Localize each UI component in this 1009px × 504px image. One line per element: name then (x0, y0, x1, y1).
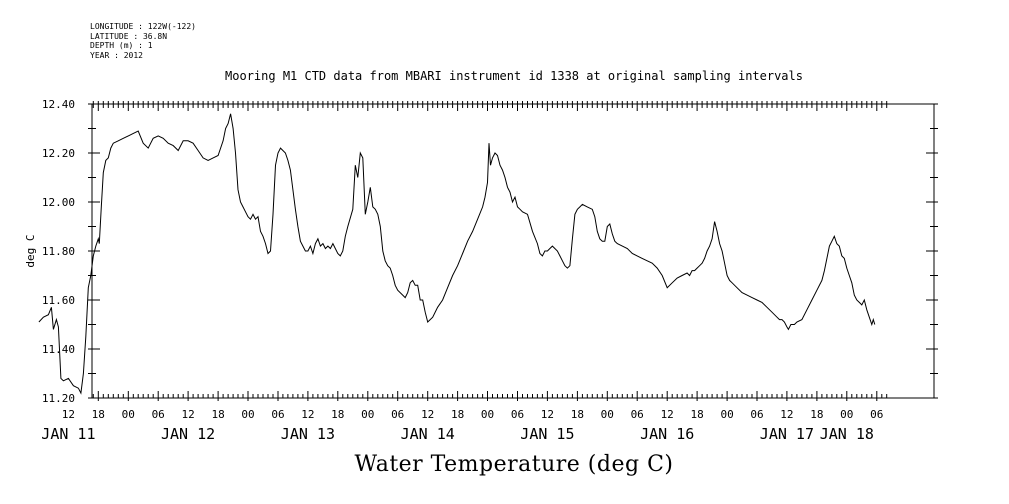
x-hour-label: 18 (690, 408, 703, 421)
x-hour-label: 00 (720, 408, 733, 421)
x-hour-label: 00 (481, 408, 494, 421)
x-day-label: JAN 11 (41, 425, 95, 443)
x-hour-label: 12 (421, 408, 434, 421)
x-day-label: JAN 18 (820, 425, 874, 443)
x-hour-label: 18 (810, 408, 823, 421)
x-hour-label: 18 (331, 408, 344, 421)
y-tick-label: 11.40 (42, 343, 75, 356)
x-hour-label: 12 (541, 408, 554, 421)
x-hour-label: 12 (62, 408, 75, 421)
x-hour-label: 06 (511, 408, 524, 421)
y-axis-label: deg C (24, 234, 37, 267)
x-hour-label: 06 (271, 408, 284, 421)
y-tick-label: 12.20 (42, 147, 75, 160)
x-hour-label: 12 (301, 408, 314, 421)
y-axis: 11.20 11.40 11.60 11.80 12.00 12.20 12.40 (42, 98, 938, 405)
y-tick-label: 11.60 (42, 294, 75, 307)
x-day-label: JAN 12 (161, 425, 215, 443)
x-hour-label: 06 (631, 408, 644, 421)
plot-frame (91, 103, 935, 399)
x-hour-label: 12 (661, 408, 674, 421)
x-axis-label: Water Temperature (deg C) (354, 452, 674, 477)
x-hour-label: 12 (780, 408, 793, 421)
y-tick-label: 12.00 (42, 196, 75, 209)
temperature-series-line (38, 113, 876, 395)
x-hour-label: 18 (571, 408, 584, 421)
depth-text: DEPTH (m) : 1 (90, 41, 153, 50)
chart-title: Mooring M1 CTD data from MBARI instrumen… (225, 69, 803, 83)
x-hour-label: 12 (181, 408, 194, 421)
x-hour-label: 00 (361, 408, 374, 421)
x-hour-label: 00 (122, 408, 135, 421)
x-hour-label: 06 (152, 408, 165, 421)
latitude-text: LATITUDE : 36.8N (90, 31, 168, 41)
x-day-label: JAN 17 (760, 425, 814, 443)
x-hour-label: 00 (840, 408, 853, 421)
x-day-label: JAN 15 (520, 425, 574, 443)
x-day-label: JAN 13 (281, 425, 335, 443)
x-hour-label: 18 (451, 408, 464, 421)
metadata-block: LONGITUDE : 122W(-122) LATITUDE : 36.8N DE… (90, 22, 196, 60)
x-axis: 12 18 00 06 12 18 00 06 12 18 00 06 12 18 00 06 12 18 00 06… (41, 101, 888, 443)
x-hour-label: 06 (391, 408, 404, 421)
x-hour-label: 00 (601, 408, 614, 421)
x-hour-label: 18 (92, 408, 105, 421)
x-hour-label: 06 (750, 408, 763, 421)
x-hour-label: 00 (241, 408, 254, 421)
y-tick-label: 11.20 (42, 392, 75, 405)
x-day-label: JAN 16 (640, 425, 694, 443)
y-tick-label: 11.80 (42, 245, 75, 258)
y-tick-label: 12.40 (42, 98, 75, 111)
longitude-text: LONGITUDE : 122W(-122) (90, 22, 196, 31)
year-text: YEAR : 2012 (90, 50, 143, 60)
x-hour-label: 06 (870, 408, 883, 421)
x-day-label: JAN 14 (401, 425, 455, 443)
x-hour-label: 18 (211, 408, 224, 421)
